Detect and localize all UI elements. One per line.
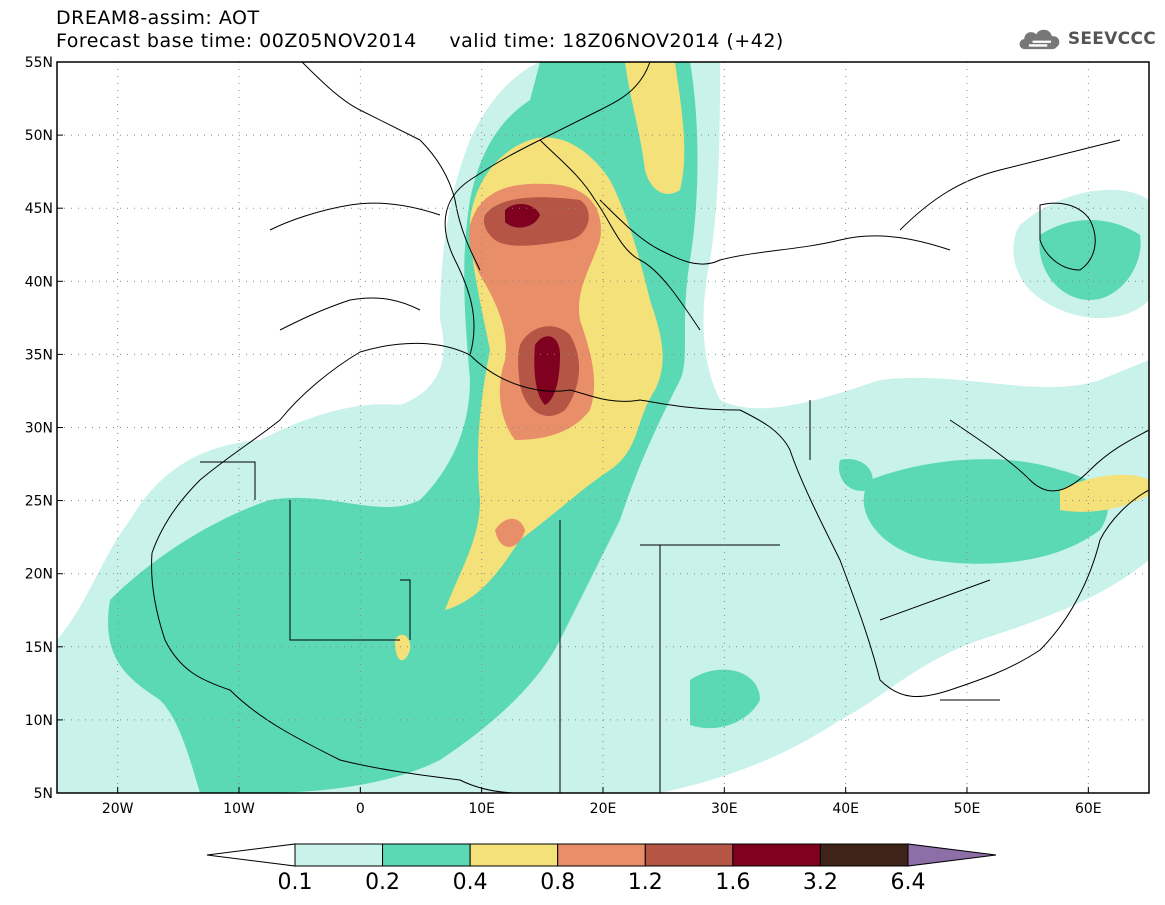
lon-tick-label: 10E — [468, 801, 495, 817]
latitude-ticks: 55N 50N 45N 40N 35N 30N 25N 20N 15N 10N 5N — [25, 55, 63, 802]
lon-tick-label: 40E — [832, 801, 859, 817]
colorbar-swatch — [644, 843, 734, 867]
colorbar-swatch — [557, 843, 646, 867]
longitude-ticks: 20W 10W 0 10E 20E 30E 40E 50E 60E — [102, 787, 1102, 817]
lon-tick-label: 30E — [711, 801, 738, 817]
cloud-icon — [1019, 29, 1060, 50]
colorbar-label: 0.4 — [452, 870, 488, 895]
logo-text: SEEVCCC — [1067, 29, 1156, 49]
lat-tick-label: 15N — [25, 640, 53, 656]
colorbar-swatch — [469, 843, 559, 867]
lat-tick-label: 55N — [25, 55, 53, 71]
colorbar-swatch — [819, 843, 909, 867]
lon-tick-label: 0 — [356, 801, 365, 817]
colorbar-low-arrow — [206, 843, 296, 867]
seevccc-logo: SEEVCCC — [1016, 22, 1156, 56]
colorbar-swatch — [732, 843, 821, 867]
colorbar — [206, 843, 997, 867]
coastlines — [151, 62, 1149, 793]
lat-tick-label: 40N — [25, 274, 53, 290]
colorbar-label: 0.1 — [277, 870, 313, 895]
lon-tick-label: 20E — [590, 801, 617, 817]
lon-tick-label: 60E — [1075, 801, 1102, 817]
lat-tick-label: 50N — [25, 128, 53, 144]
colorbar-label: 1.6 — [715, 870, 751, 895]
lat-tick-label: 10N — [25, 713, 53, 729]
forecast-time-subtitle: Forecast base time: 00Z05NOV2014 valid t… — [56, 30, 784, 52]
lat-tick-label: 35N — [25, 347, 53, 363]
colorbar-swatch — [382, 843, 471, 867]
colorbar-label: 3.2 — [802, 870, 838, 895]
lon-tick-label: 10W — [223, 801, 255, 817]
colorbar-swatch — [294, 843, 384, 867]
lat-tick-label: 25N — [25, 494, 53, 510]
lat-tick-label: 45N — [25, 201, 53, 217]
gridlines — [57, 62, 1149, 793]
lat-tick-label: 30N — [25, 421, 53, 437]
lat-tick-label: 20N — [25, 567, 53, 583]
colorbar-label: 0.8 — [540, 870, 576, 895]
colorbar-label: 0.2 — [365, 870, 401, 895]
lon-tick-label: 20W — [102, 801, 134, 817]
lat-tick-label: 5N — [34, 786, 53, 802]
colorbar-high-arrow — [907, 843, 997, 867]
map-title: DREAM8-assim: AOT — [56, 7, 260, 29]
colorbar-label: 6.4 — [890, 870, 926, 895]
colorbar-label: 1.2 — [627, 870, 663, 895]
lon-tick-label: 50E — [954, 801, 981, 817]
